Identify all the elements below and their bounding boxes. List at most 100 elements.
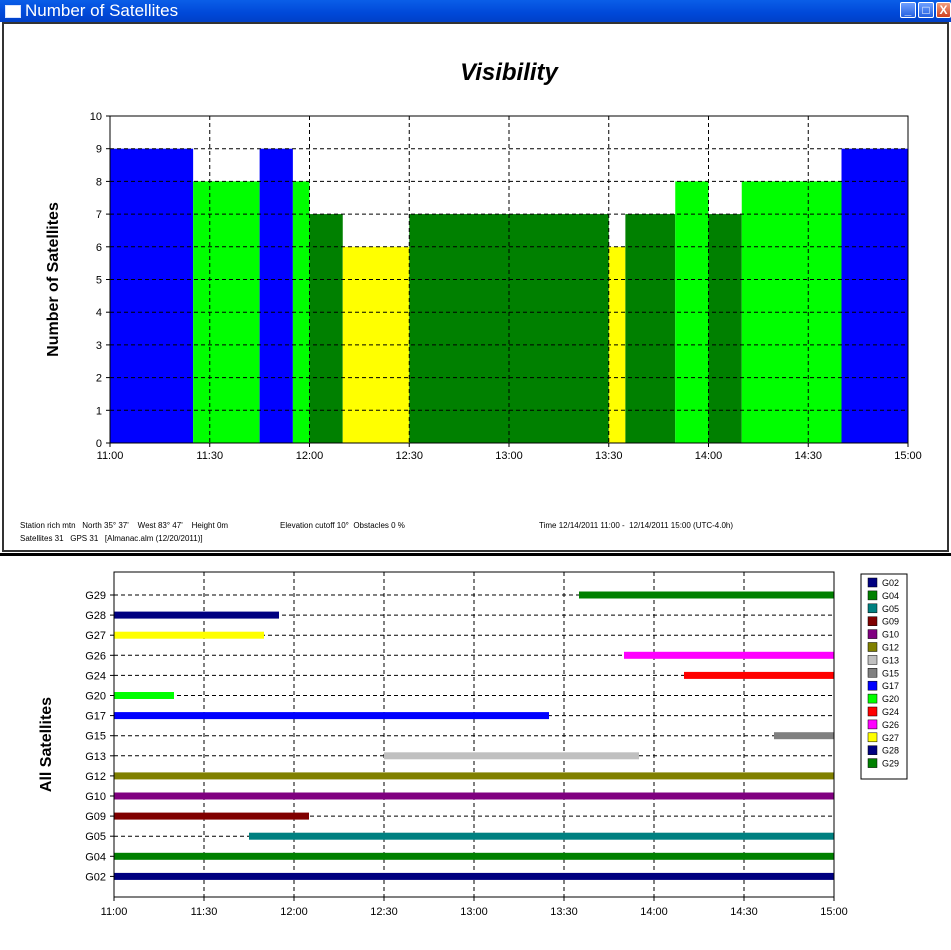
x-tick-label: 13:00 — [495, 450, 523, 462]
y-tick-label: 8 — [96, 176, 102, 188]
row-label: G15 — [85, 731, 106, 743]
y-tick-label: 1 — [96, 405, 102, 417]
legend-label: G26 — [882, 720, 899, 730]
legend-label: G29 — [882, 759, 899, 769]
x-tick-label: 11:30 — [196, 450, 223, 462]
x-tick-label: 11:00 — [101, 906, 128, 918]
window-icon — [5, 5, 21, 18]
bar-g04 — [114, 852, 834, 860]
chart-title: Visibility — [460, 59, 559, 86]
bar-g29 — [579, 591, 834, 599]
time-info: Time 12/14/2011 11:00 - 12/14/2011 15:00… — [539, 521, 734, 530]
y-tick-label: 3 — [96, 340, 102, 352]
legend-swatch-g09 — [867, 616, 878, 626]
elevation-info: Elevation cutoff 10° Obstacles 0 % — [280, 521, 405, 530]
x-tick-label: 13:00 — [460, 906, 488, 918]
row-label: G13 — [85, 751, 106, 763]
bar-g12 — [114, 772, 834, 780]
legend-label: G24 — [882, 707, 899, 717]
plot-frame — [109, 115, 909, 444]
bar-g15 — [774, 732, 834, 740]
bar-4 — [309, 214, 343, 443]
bar-g28 — [114, 611, 279, 619]
maximize-icon: □ — [922, 3, 930, 17]
legend-label: G27 — [882, 733, 899, 743]
row-label: G24 — [85, 670, 106, 682]
row-label: G28 — [85, 610, 106, 622]
x-tick-label: 15:00 — [894, 450, 922, 462]
x-tick-label: 13:30 — [550, 906, 578, 918]
y-tick-label: 7 — [96, 209, 102, 221]
row-label: G12 — [85, 771, 106, 783]
bar-10 — [708, 214, 742, 443]
y-tick-label: 10 — [90, 111, 102, 123]
plot-frame — [113, 571, 835, 898]
legend-swatch-g17 — [867, 680, 878, 691]
legend-label: G10 — [882, 630, 899, 640]
minimize-icon: _ — [904, 3, 912, 17]
bar-g24 — [684, 671, 834, 679]
bar-g09 — [114, 812, 309, 820]
minimize-button[interactable]: _ — [900, 2, 916, 18]
window-title: Number of Satellites — [25, 1, 179, 20]
row-label: G29 — [85, 590, 106, 602]
bar-8 — [625, 214, 676, 443]
y-tick-label: 9 — [96, 144, 102, 156]
legend-swatch-g04 — [867, 590, 878, 601]
legend-label: G13 — [882, 655, 899, 665]
row-label: G26 — [85, 650, 106, 662]
y-axis-label: Number of Satellites — [45, 202, 62, 357]
x-tick-label: 14:00 — [695, 450, 723, 462]
close-icon: X — [939, 3, 948, 17]
y-tick-label: 0 — [96, 438, 102, 450]
row-label: G10 — [85, 791, 106, 803]
row-label: G17 — [85, 711, 106, 723]
x-tick-label: 12:00 — [296, 450, 324, 462]
maximize-button[interactable]: □ — [918, 2, 934, 18]
legend-swatch-g27 — [867, 732, 878, 743]
row-label: G20 — [85, 691, 106, 703]
legend-label: G15 — [882, 668, 899, 678]
bar-g26 — [624, 651, 834, 659]
x-tick-label: 12:30 — [370, 906, 398, 918]
legend-label: G20 — [882, 694, 899, 704]
legend-swatch-g28 — [867, 745, 878, 755]
station-info: Station rich mtn North 35° 37' West 83° … — [20, 521, 229, 530]
legend-label: G05 — [882, 604, 899, 614]
bar-0 — [110, 148, 194, 443]
all-satellites-chart: 11:00 11:30 12:00 12:30 13:00 13:30 14:00 14:30… — [38, 571, 908, 918]
legend-label: G28 — [882, 746, 899, 756]
row-label: G04 — [85, 851, 106, 863]
legend-swatch-g10 — [867, 629, 878, 639]
legend-swatch-g15 — [867, 668, 878, 678]
y-tick-label: 2 — [96, 373, 102, 385]
legend-swatch-g29 — [867, 758, 878, 768]
y-tick-label: 4 — [96, 307, 102, 319]
x-tick-label: 13:30 — [595, 450, 623, 462]
close-button[interactable]: X — [936, 2, 951, 18]
legend-label: G04 — [882, 591, 899, 601]
x-tick-label: 11:30 — [191, 906, 218, 918]
bar-g05 — [249, 832, 834, 840]
x-tick-label: 14:30 — [794, 450, 822, 462]
title-bar[interactable]: Number of Satellites _ □ X — [0, 0, 951, 22]
panel-separator — [0, 553, 951, 556]
legend-swatch-g24 — [867, 706, 878, 717]
bar-g02 — [114, 872, 834, 880]
legend-swatch-g02 — [867, 577, 878, 588]
row-label: G02 — [85, 871, 106, 883]
y-axis-label: All Satellites — [38, 697, 55, 792]
bar-2 — [259, 148, 293, 443]
bar-12 — [841, 148, 908, 443]
legend-swatch-g13 — [867, 655, 878, 665]
legend-swatch-g20 — [867, 693, 878, 704]
row-label: G27 — [85, 630, 106, 642]
bar-g17 — [114, 712, 549, 720]
x-tick-label: 14:00 — [640, 906, 668, 918]
x-tick-label: 12:30 — [395, 450, 423, 462]
legend-swatch-g12 — [867, 642, 878, 652]
legend-swatch-g05 — [867, 603, 878, 614]
legend-label: G02 — [882, 578, 899, 588]
x-tick-label: 11:00 — [97, 450, 124, 462]
x-tick-label: 15:00 — [820, 906, 848, 918]
